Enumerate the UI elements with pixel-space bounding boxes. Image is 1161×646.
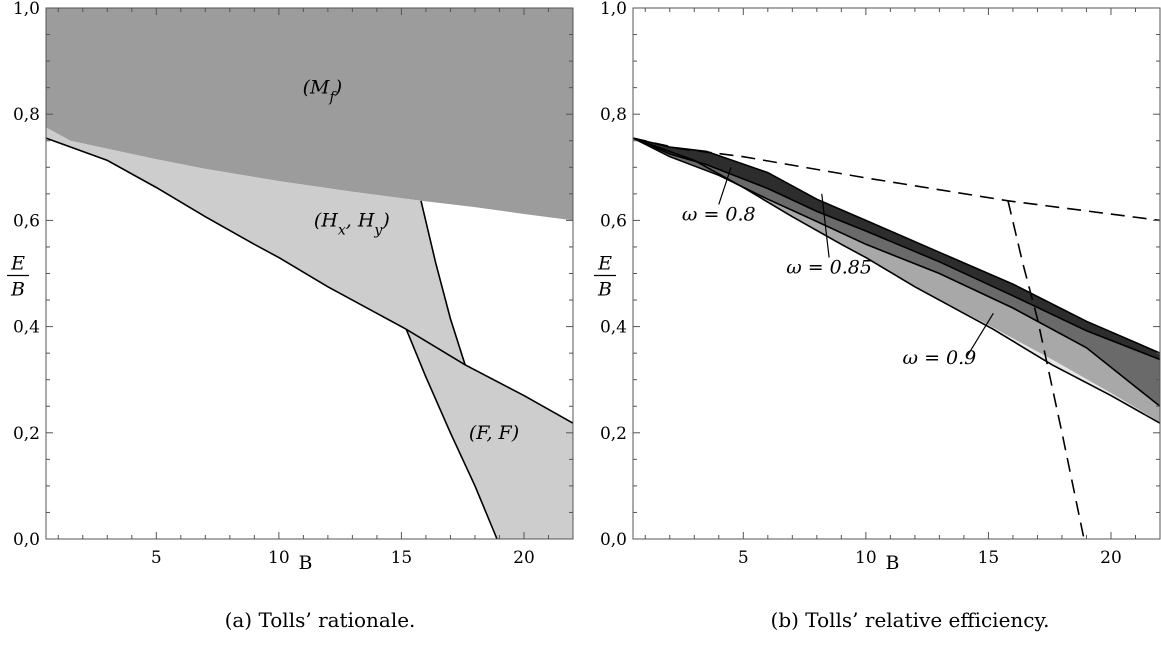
region-label: (F, F)	[469, 422, 519, 444]
omega-leader-line	[718, 167, 732, 205]
y-axis-label-numerator: E	[597, 253, 612, 275]
dashed-top-boundary	[632, 137, 1161, 222]
x-tick-label: 20	[513, 548, 535, 568]
y-tick-label: 1,0	[13, 0, 40, 19]
y-tick-label: 0,4	[600, 318, 627, 338]
y-tick-label: 0,8	[13, 105, 40, 125]
omega-leader-line	[821, 193, 830, 258]
omega-leader-line	[966, 313, 994, 357]
x-tick-label: 10	[268, 548, 290, 568]
dashed-right-boundary	[1007, 200, 1085, 540]
x-tick-label: 15	[391, 548, 413, 568]
y-tick-label: 0,8	[600, 105, 627, 125]
omega-080-lower-line	[632, 137, 1161, 361]
x-tick-label: 15	[978, 548, 1000, 568]
x-axis-label: B	[886, 552, 900, 574]
x-axis-label: B	[299, 552, 313, 574]
y-axis-label-denominator: B	[597, 279, 612, 301]
hxhy-right-boundary	[420, 200, 466, 366]
y-axis-label-numerator: E	[10, 253, 25, 275]
omega-label: ω = 0.9	[903, 347, 977, 369]
region-mf	[46, 8, 573, 221]
omega-label: ω = 0.8	[682, 203, 756, 225]
omega-085-lower-line	[632, 137, 1161, 407]
x-tick-label: 5	[738, 548, 749, 568]
y-tick-label: 0,6	[600, 211, 627, 231]
caption-a: (a) Tolls’ rationale.	[224, 608, 416, 632]
lower-boundary-line	[632, 137, 1161, 424]
y-tick-label: 1,0	[600, 0, 627, 19]
region-ff	[406, 329, 573, 539]
region-hxhy	[46, 127, 466, 365]
region-label: (Mf)	[303, 77, 342, 106]
omega-label: ω = 0.85	[786, 257, 872, 279]
x-tick-label: 20	[1100, 548, 1122, 568]
caption-b: (b) Tolls’ relative efficiency.	[770, 608, 1050, 632]
y-axis-label-denominator: B	[10, 279, 25, 301]
x-tick-label: 5	[151, 548, 162, 568]
lower-boundary-line	[45, 137, 574, 424]
x-tick-label: 10	[855, 548, 877, 568]
region-label: (Hx, Hy)	[314, 209, 390, 238]
y-tick-label: 0,6	[13, 211, 40, 231]
region-eff-080	[633, 138, 1160, 360]
y-tick-label: 0,0	[13, 530, 40, 550]
y-tick-label: 0,2	[13, 424, 40, 444]
y-tick-label: 0,2	[600, 424, 627, 444]
ff-left-boundary	[405, 328, 498, 540]
y-tick-label: 0,0	[600, 530, 627, 550]
y-tick-label: 0,4	[13, 318, 40, 338]
